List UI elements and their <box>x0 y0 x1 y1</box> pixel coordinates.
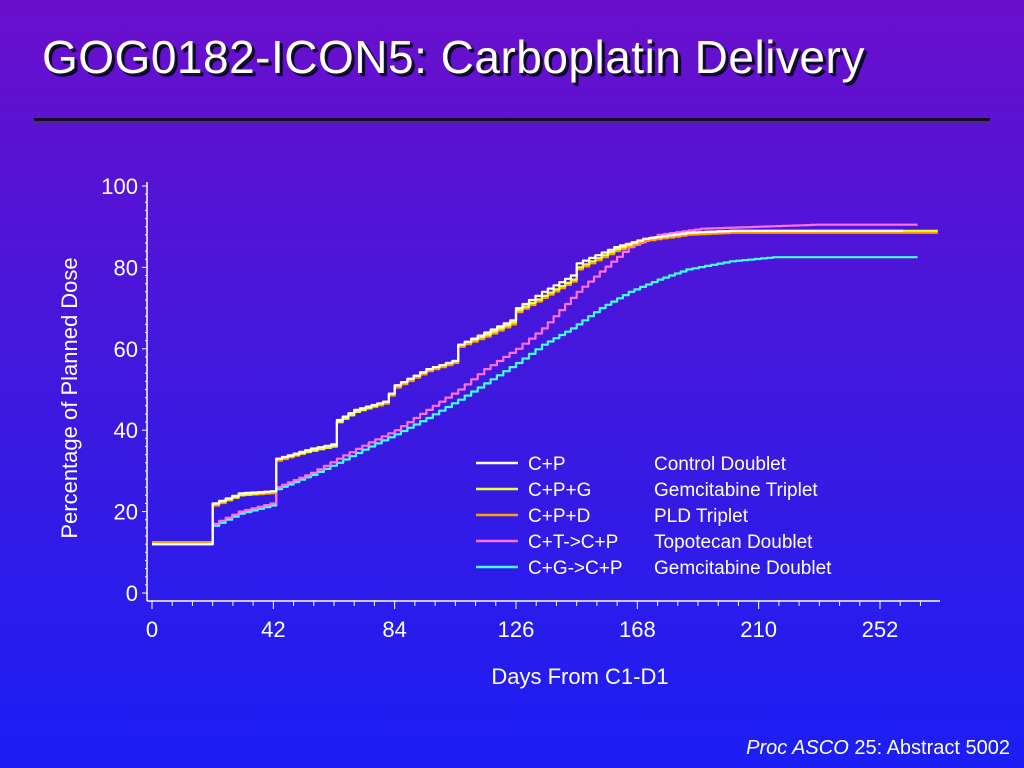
series-line-1 <box>152 229 904 546</box>
x-tick-label: 168 <box>619 617 656 642</box>
legend-label-3: C+P+D <box>528 506 590 527</box>
title-divider <box>34 118 990 121</box>
y-tick-label: 0 <box>126 581 138 606</box>
citation: Proc ASCO 25: Abstract 5002 <box>746 737 1010 760</box>
legend-description-4: Topotecan Doublet <box>654 532 813 553</box>
x-tick-label: 84 <box>382 617 406 642</box>
legend-label-5: C+G->C+P <box>528 558 623 579</box>
y-tick-label: 60 <box>114 337 138 362</box>
y-tick-label: 20 <box>114 500 138 525</box>
legend-description-3: PLD Triplet <box>654 506 749 527</box>
x-tick-label: 210 <box>740 617 777 642</box>
legend-label-4: C+T->C+P <box>528 532 618 553</box>
legend-label-2: C+P+G <box>528 480 591 501</box>
y-tick-label: 80 <box>114 255 138 280</box>
x-axis-label: Days From C1-D1 <box>491 664 668 689</box>
x-tick-label: 42 <box>261 617 285 642</box>
x-tick-label: 126 <box>498 617 535 642</box>
legend-label-1: C+P <box>528 454 566 475</box>
slide-title: GOG0182-ICON5: Carboplatin Delivery <box>42 31 865 83</box>
citation-rest: 25: Abstract 5002 <box>848 737 1010 759</box>
x-tick-label: 252 <box>862 617 899 642</box>
citation-journal: Proc ASCO <box>746 737 849 759</box>
y-axis-label: Percentage of Planned Dose <box>57 257 82 538</box>
legend-description-2: Gemcitabine Triplet <box>654 480 818 501</box>
y-tick-label: 100 <box>101 174 138 199</box>
legend-description-1: Control Doublet <box>654 454 787 475</box>
x-tick-label: 0 <box>146 617 158 642</box>
legend-description-5: Gemcitabine Doublet <box>654 558 832 579</box>
series-line-5 <box>152 256 918 546</box>
y-tick-label: 40 <box>114 418 138 443</box>
series-line-4 <box>152 223 918 546</box>
